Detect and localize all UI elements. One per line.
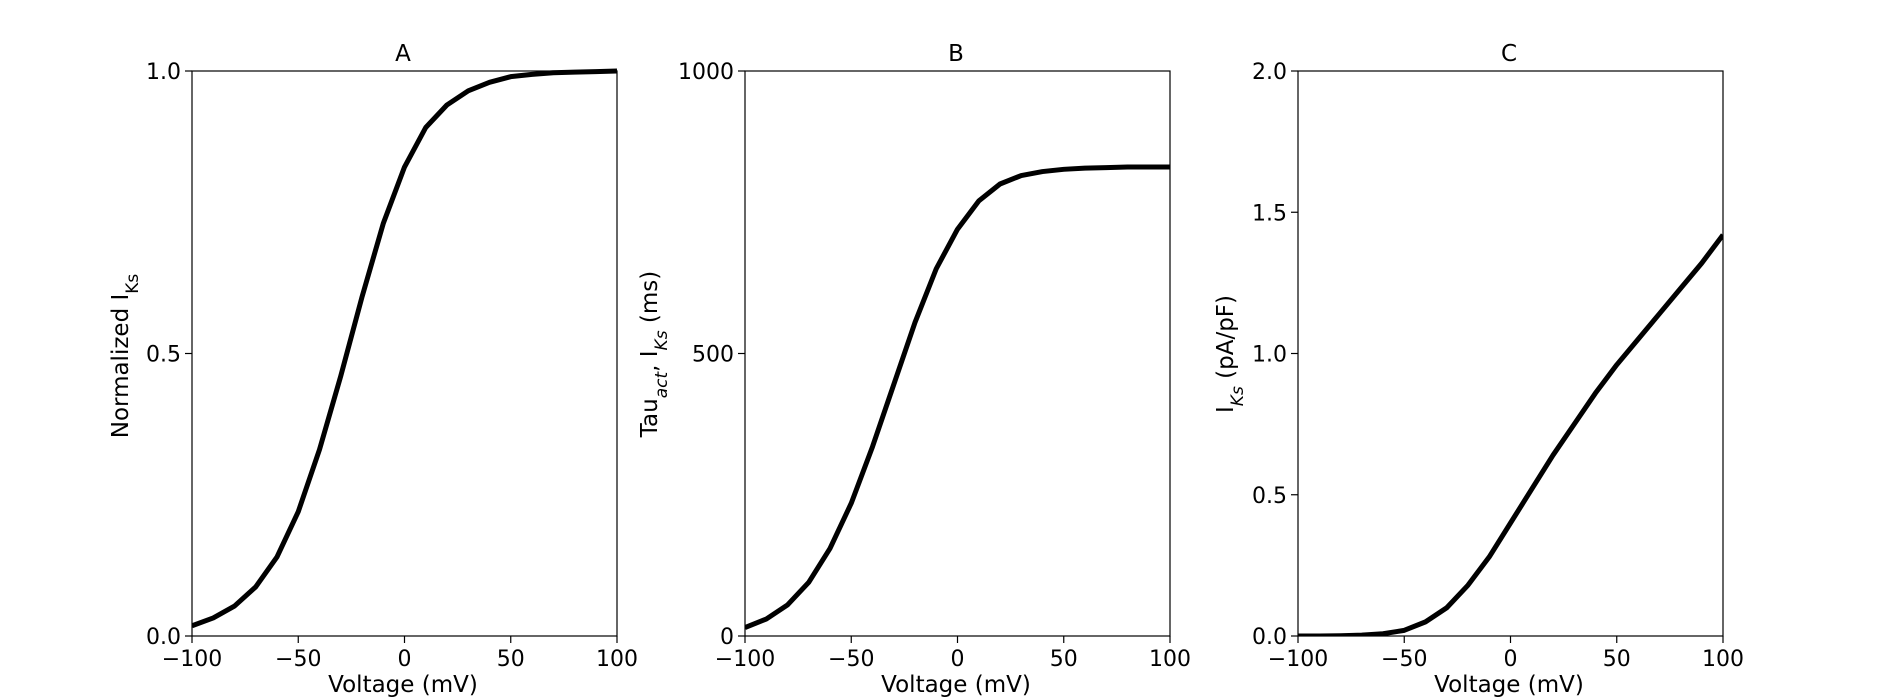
panel-c-y-tick-label: 0.0 bbox=[1252, 625, 1287, 650]
panel-a-x-tick-label: 0 bbox=[398, 647, 412, 672]
panel-b-x-tick-label: −50 bbox=[828, 647, 874, 672]
panel-b-y-tick-label: 1000 bbox=[678, 60, 734, 85]
panel-a-y-tick-label: 0.0 bbox=[146, 625, 181, 650]
panel-b-axes-frame bbox=[744, 70, 1171, 637]
panel-c-x-axis-label: Voltage (mV) bbox=[1434, 672, 1584, 698]
panel-c-axes-frame bbox=[1297, 70, 1724, 637]
panel-a-axes-frame bbox=[191, 70, 618, 637]
panel-b-title: B bbox=[948, 41, 964, 67]
panel-c-x-tick-label: −50 bbox=[1381, 647, 1427, 672]
panel-c-title: C bbox=[1501, 41, 1517, 67]
panel-b-x-tick-label: 50 bbox=[1050, 647, 1078, 672]
panel-c-y-axis-label: IKs (pA/pF) bbox=[1213, 295, 1248, 413]
panel-b-x-axis-label: Voltage (mV) bbox=[881, 672, 1031, 698]
panel-a: A Voltage (mV) Normalized IKs −100 −50 0 50… bbox=[108, 41, 638, 698]
panel-c-x-tick-label: 0 bbox=[1504, 647, 1518, 672]
panel-c-x-tick-label: 50 bbox=[1603, 647, 1631, 672]
panel-a-x-tick-label: −50 bbox=[275, 647, 321, 672]
panel-c-y-tick-label: 1.0 bbox=[1252, 343, 1287, 368]
panel-a-title: A bbox=[395, 41, 411, 67]
panel-b-x-tick-label: 0 bbox=[951, 647, 965, 672]
panel-b-y-axis-label: Tauact, IKs (ms) bbox=[637, 271, 672, 438]
panel-a-x-tick-label: 50 bbox=[497, 647, 525, 672]
panel-a-series-line bbox=[192, 68, 617, 629]
panel-b-series-line bbox=[745, 164, 1170, 630]
panel-a-x-axis-label: Voltage (mV) bbox=[328, 672, 478, 698]
panel-a-x-tick-label: 100 bbox=[596, 647, 638, 672]
panel-b-x-tick-label: −100 bbox=[715, 647, 775, 672]
panel-a-x-tick-label: −100 bbox=[162, 647, 222, 672]
panel-c-y-tick-label: 1.5 bbox=[1252, 201, 1287, 226]
panel-a-y-tick-label: 1.0 bbox=[146, 60, 181, 85]
panel-a-y-axis-label: Normalized IKs bbox=[108, 274, 143, 439]
panel-b-y-tick-label: 500 bbox=[692, 343, 734, 368]
panel-c-y-tick-label: 2.0 bbox=[1252, 60, 1287, 85]
panel-a-y-tick-label: 0.5 bbox=[146, 343, 181, 368]
panel-b-y-tick-label: 0 bbox=[720, 625, 734, 650]
panel-c-y-tick-label: 0.5 bbox=[1252, 484, 1287, 509]
panel-c-x-tick-label: 100 bbox=[1702, 647, 1744, 672]
panel-c: C Voltage (mV) IKs (pA/pF) −100 −50 0 50 100… bbox=[1213, 41, 1744, 698]
panel-c-series-line bbox=[1298, 233, 1723, 636]
panel-b: B Voltage (mV) Tauact, IKs (ms) −100 −50 0… bbox=[637, 41, 1191, 698]
panel-b-x-tick-label: 100 bbox=[1149, 647, 1191, 672]
panel-c-x-tick-label: −100 bbox=[1268, 647, 1328, 672]
